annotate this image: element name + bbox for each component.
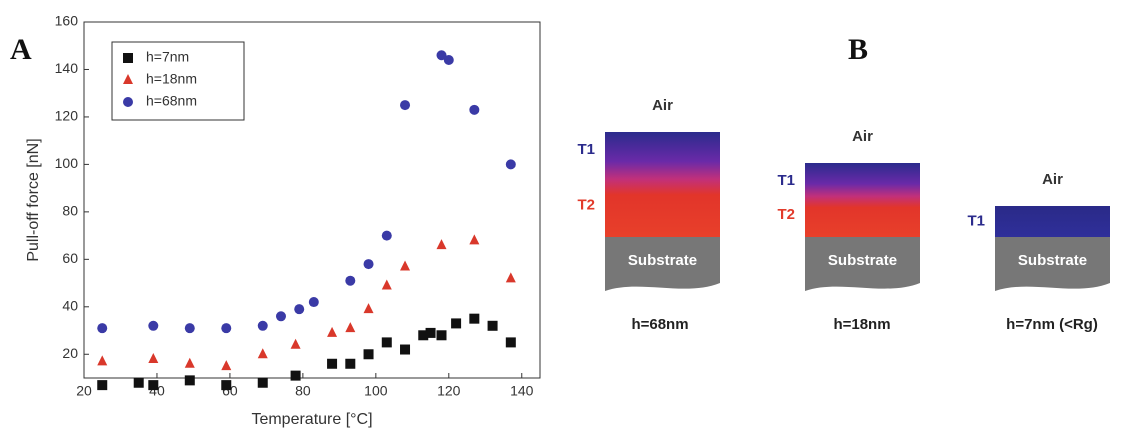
y-tick-label: 160 — [55, 13, 79, 29]
y-tick-label: 20 — [62, 345, 78, 361]
legend-label: h=68nm — [146, 93, 197, 109]
x-tick-label: 80 — [295, 383, 311, 399]
point — [469, 234, 480, 245]
point — [97, 355, 108, 366]
point — [425, 327, 436, 338]
point — [327, 358, 338, 369]
point — [257, 377, 268, 388]
layer-label: T1 — [967, 212, 985, 229]
point — [363, 259, 374, 270]
point — [184, 323, 195, 334]
point — [363, 349, 374, 360]
layer-label: T2 — [577, 196, 595, 213]
x-axis-label: Temperature [°C] — [251, 411, 372, 428]
point — [275, 311, 286, 322]
point — [436, 330, 447, 341]
legend-marker — [123, 53, 133, 63]
point — [505, 337, 516, 348]
air-label: Air — [852, 128, 873, 145]
substrate — [995, 237, 1110, 291]
plot-frame — [83, 21, 541, 379]
y-tick-label: 80 — [62, 203, 78, 219]
substrate-label: Substrate — [828, 252, 897, 269]
point — [443, 54, 454, 65]
y-tick-label: 60 — [62, 250, 78, 266]
film — [995, 206, 1110, 237]
x-tick-label: 120 — [437, 383, 461, 399]
point — [294, 304, 305, 315]
point — [505, 272, 516, 283]
x-tick-label: 20 — [76, 383, 92, 399]
layer-label: T1 — [577, 141, 595, 158]
layer-label: T1 — [777, 172, 795, 189]
point — [184, 357, 195, 368]
x-tick-label: 100 — [364, 383, 388, 399]
point — [469, 104, 480, 115]
point — [257, 348, 268, 359]
point — [133, 377, 144, 388]
point — [221, 323, 232, 334]
point — [148, 353, 159, 364]
point — [418, 330, 429, 341]
point — [451, 318, 462, 329]
point — [308, 297, 319, 308]
point — [505, 159, 516, 170]
point — [436, 239, 447, 250]
point — [400, 100, 411, 111]
legend — [111, 41, 245, 121]
film — [605, 132, 720, 237]
point — [381, 279, 392, 290]
point — [487, 320, 498, 331]
point — [381, 337, 392, 348]
air-label: Air — [1042, 171, 1063, 188]
point — [148, 380, 159, 391]
point — [221, 380, 232, 391]
substrate-label: Substrate — [1018, 252, 1087, 269]
panel-label: A — [10, 33, 32, 66]
point — [400, 344, 411, 355]
air-label: Air — [652, 97, 673, 114]
point — [345, 358, 356, 369]
y-tick-label: 120 — [55, 108, 79, 124]
layer-label: T2 — [777, 206, 795, 223]
legend-marker — [123, 74, 133, 84]
point — [345, 275, 356, 286]
substrate — [605, 237, 720, 291]
point — [363, 303, 374, 314]
point — [97, 323, 108, 334]
legend-label: h=7nm — [146, 49, 189, 65]
point — [400, 260, 411, 271]
caption: h=7nm (<Rg) — [1006, 316, 1098, 333]
legend-marker — [123, 97, 133, 107]
point — [345, 322, 356, 333]
caption: h=68nm — [631, 316, 688, 333]
y-tick-label: 100 — [55, 155, 79, 171]
point — [436, 50, 447, 61]
point — [148, 320, 159, 331]
point — [221, 360, 232, 371]
panel-label: B — [848, 33, 868, 66]
point — [184, 375, 195, 386]
point — [290, 370, 301, 381]
point — [381, 230, 392, 241]
film — [805, 163, 920, 237]
point — [97, 380, 108, 391]
substrate-label: Substrate — [628, 252, 697, 269]
point — [290, 338, 301, 349]
y-tick-label: 40 — [62, 298, 78, 314]
point — [469, 313, 480, 324]
substrate — [805, 237, 920, 291]
x-tick-label: 140 — [510, 383, 534, 399]
y-axis-label: Pull-off force [nN] — [25, 138, 42, 261]
y-tick-label: 140 — [55, 60, 79, 76]
legend-label: h=18nm — [146, 71, 197, 87]
point — [327, 326, 338, 337]
caption: h=18nm — [833, 316, 890, 333]
point — [257, 320, 268, 331]
